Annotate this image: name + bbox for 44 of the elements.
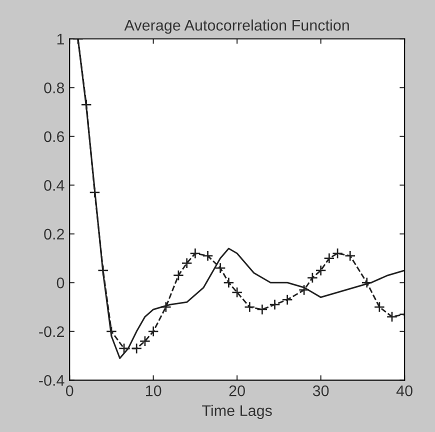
point: [172, 270, 184, 281]
y-tick-label: 0.6: [44, 131, 64, 142]
point: [256, 304, 268, 316]
y-tick-label: -0.4: [39, 375, 64, 386]
point: [324, 252, 335, 264]
point: [202, 250, 214, 262]
point: [232, 286, 243, 298]
point: [386, 311, 398, 322]
point: [98, 264, 109, 276]
point: [214, 262, 226, 274]
point: [298, 284, 310, 296]
point: [332, 248, 344, 259]
y-tick-label: 0.2: [44, 228, 64, 240]
x-tick-label: 20: [229, 385, 245, 396]
point: [282, 294, 293, 306]
point: [80, 99, 92, 110]
point: [190, 248, 201, 259]
point: [306, 272, 318, 284]
point: [118, 342, 130, 354]
point: [223, 277, 234, 288]
y-tick-label: -0.2: [39, 326, 64, 338]
point: [344, 250, 356, 262]
y-tick-label: 0.4: [44, 180, 64, 191]
point: [148, 326, 159, 337]
point: [181, 258, 192, 269]
point: [361, 277, 372, 288]
y-tick-label: 0: [56, 278, 64, 288]
x-tick-label: 10: [146, 385, 162, 396]
chart-title: Average Autocorrelation Function: [124, 19, 349, 34]
point: [374, 301, 385, 313]
x-axis-title: Time Lags: [202, 404, 272, 420]
y-tick-label: 0.8: [44, 82, 64, 94]
point: [89, 186, 100, 198]
point: [269, 299, 280, 310]
x-tick-label: 40: [396, 385, 412, 396]
y-tick-label: 1: [57, 34, 64, 44]
point: [139, 336, 151, 347]
point: [244, 301, 256, 313]
point: [106, 326, 118, 337]
point: [131, 342, 142, 354]
point: [315, 264, 326, 276]
x-tick-label: 30: [312, 385, 329, 396]
point: [160, 301, 172, 313]
x-tick-label: 0: [66, 385, 74, 396]
